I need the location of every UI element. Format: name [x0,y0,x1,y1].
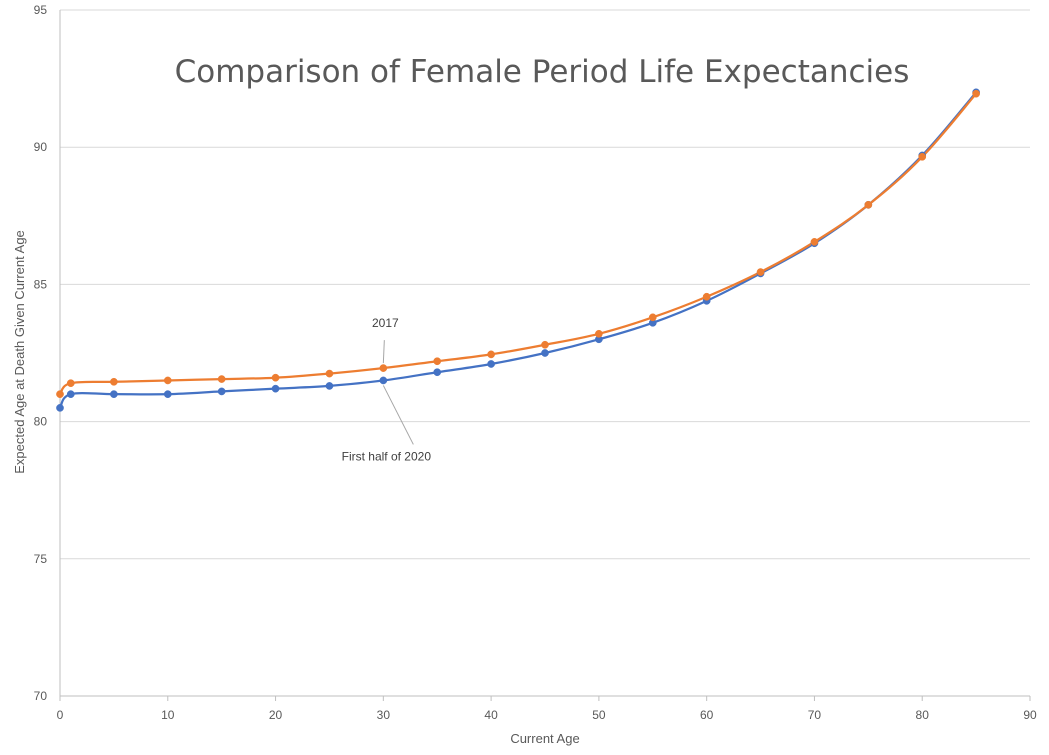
annotation-label-0: 2017 [372,316,399,330]
x-tick-label-40: 40 [484,708,498,722]
annotations: 2017 First half of 2020 [342,316,432,463]
data-point-s1-40 [487,350,495,359]
data-point-s0-10 [163,390,172,399]
data-point-s0-0 [56,404,64,412]
data-point-s0-35 [433,368,442,377]
data-point-s1-1 [66,379,75,388]
chart-title: Comparison of Female Period Life Expecta… [175,54,910,90]
data-point-s1-30 [379,364,388,372]
x-tick-label-30: 30 [377,708,391,722]
x-tick-label-80: 80 [916,708,930,722]
data-point-s0-45 [541,349,549,357]
data-point-s0-20 [271,384,280,393]
data-point-s0-25 [325,382,334,390]
data-point-s0-15 [217,387,226,396]
annotation-label-1: First half of 2020 [342,449,432,463]
data-point-s1-5 [110,377,118,386]
y-tick-label-85: 85 [34,277,48,291]
y-tick-label-70: 70 [34,689,48,703]
x-tick-label-50: 50 [592,708,606,722]
y-tick-label-80: 80 [34,415,48,429]
x-tick-label-90: 90 [1023,708,1037,722]
annotation-leader-0 [382,340,385,364]
series-line-1 [59,92,977,395]
data-point-s1-50 [595,329,603,338]
data-point-s1-15 [217,375,226,383]
y-tick-label-90: 90 [34,140,48,154]
x-tick-label-60: 60 [700,708,714,722]
data-point-s1-60 [702,292,711,301]
data-markers [56,88,980,412]
data-point-s1-65 [756,268,765,276]
data-point-s1-25 [325,369,334,378]
data-point-s0-40 [487,360,495,368]
data-point-s0-5 [110,390,118,399]
data-point-s1-80 [918,152,927,161]
y-axis-title: Expected Age at Death Given Current Age [12,230,27,474]
series-lines [59,91,977,409]
annotation-leader-1 [382,385,414,445]
data-point-s1-85 [972,89,980,98]
data-point-s1-20 [271,373,280,382]
data-point-s1-45 [541,340,549,349]
x-tick-label-70: 70 [808,708,822,722]
x-tick-label-20: 20 [269,708,283,722]
data-point-s1-10 [163,376,172,385]
y-tick-label-95: 95 [34,3,48,17]
data-point-s1-55 [648,313,657,322]
y-tick-label-75: 75 [34,552,48,566]
axes [59,10,1031,701]
x-tick-label-0: 0 [57,708,64,722]
data-point-s0-30 [379,376,388,385]
x-tick-label-10: 10 [161,708,175,722]
series-line-0 [59,91,977,409]
data-point-s0-1 [66,390,75,399]
data-point-s1-75 [864,200,873,209]
x-axis-title: Current Age [510,731,579,746]
data-point-s1-0 [56,390,64,399]
data-point-s1-35 [433,357,442,366]
tick-labels: 70 75 80 85 90 95 0 10 20 30 40 50 60 70 80 90 [34,3,1037,722]
data-point-s1-70 [810,238,819,246]
